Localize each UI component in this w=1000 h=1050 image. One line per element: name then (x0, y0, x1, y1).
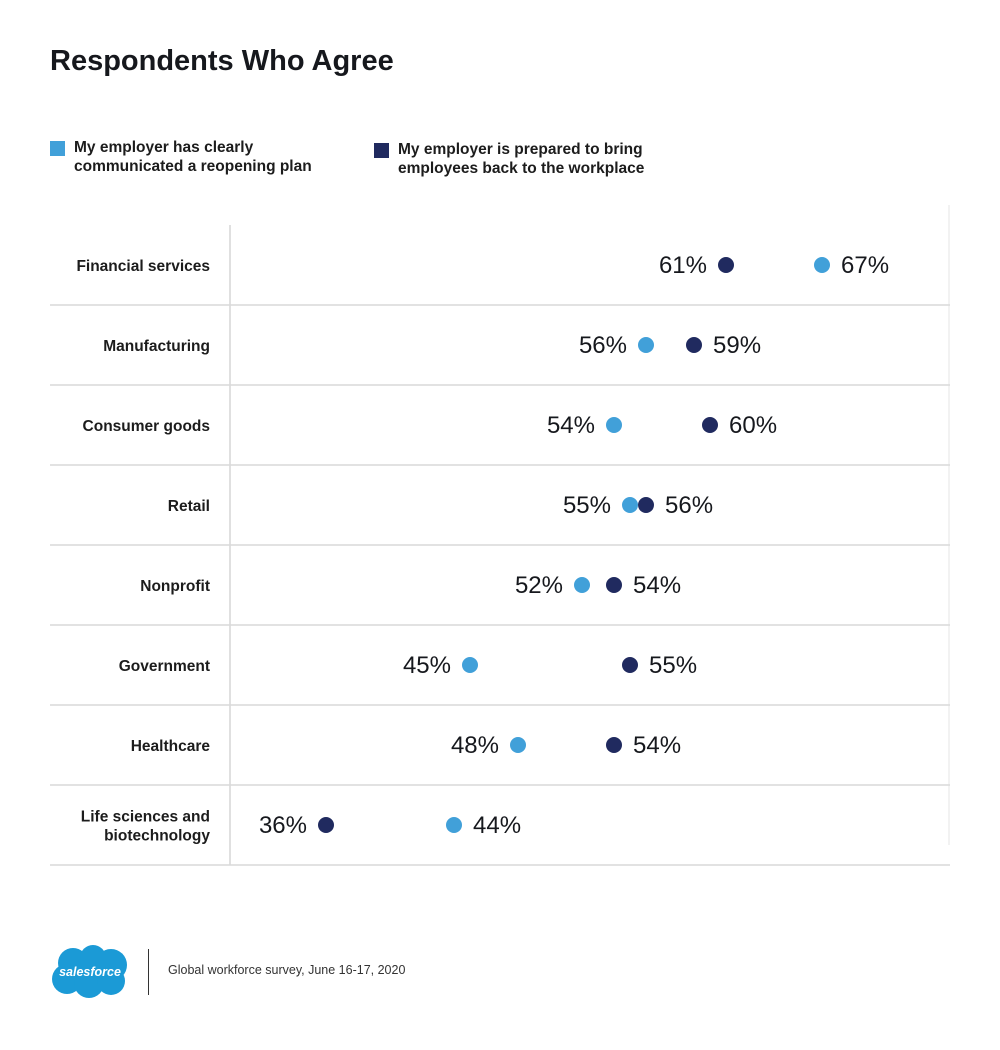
data-point (318, 817, 334, 833)
legend-item-prepared: My employer is prepared to bring employe… (374, 140, 644, 178)
data-point (718, 257, 734, 273)
data-point (606, 417, 622, 433)
data-label: 54% (633, 732, 681, 759)
data-point (606, 577, 622, 593)
data-point (686, 337, 702, 353)
data-point (638, 337, 654, 353)
data-point (446, 817, 462, 833)
legend-swatch-dark (374, 143, 389, 158)
data-point (622, 657, 638, 673)
data-label: 54% (547, 412, 595, 439)
legend-swatch-light (50, 141, 65, 156)
data-label: 61% (659, 252, 707, 279)
footer-divider (148, 949, 149, 995)
category-label: Financial services (76, 258, 210, 275)
data-point (606, 737, 622, 753)
data-label: 56% (665, 492, 713, 519)
legend-label-prepared: My employer is prepared to bring employe… (398, 140, 644, 178)
data-label: 56% (579, 332, 627, 359)
chart-title: Respondents Who Agree (50, 45, 394, 77)
data-label: 55% (649, 652, 697, 679)
logo-wordmark: salesforce (59, 965, 121, 979)
data-label: 67% (841, 252, 889, 279)
category-label: Healthcare (131, 738, 211, 755)
data-point (622, 497, 638, 513)
category-label: Nonprofit (140, 578, 210, 595)
category-label: Retail (168, 498, 210, 515)
data-point (574, 577, 590, 593)
legend-label-line: My employer is prepared to bring (398, 141, 643, 158)
source-note: Global workforce survey, June 16-17, 202… (168, 963, 406, 977)
category-label: Consumer goods (83, 418, 210, 435)
legend-item-communicated: My employer has clearly communicated a r… (50, 138, 312, 176)
data-label: 55% (563, 492, 611, 519)
category-label: Government (119, 658, 210, 675)
data-label: 59% (713, 332, 761, 359)
data-point (638, 497, 654, 513)
data-point (814, 257, 830, 273)
legend-label-line: My employer has clearly (74, 139, 254, 156)
data-point (462, 657, 478, 673)
data-label: 48% (451, 732, 499, 759)
legend-label-communicated: My employer has clearly communicated a r… (74, 138, 312, 176)
data-label: 44% (473, 812, 521, 839)
legend-label-line: communicated a reopening plan (74, 158, 312, 175)
data-point (510, 737, 526, 753)
data-label: 52% (515, 572, 563, 599)
salesforce-logo: salesforce (52, 945, 127, 998)
data-label: 36% (259, 812, 307, 839)
category-label: Manufacturing (103, 338, 210, 355)
legend-label-line: employees back to the workplace (398, 160, 645, 177)
data-label: 60% (729, 412, 777, 439)
data-point (702, 417, 718, 433)
dot-plot: Financial services 61% 67% Manufacturing 56%… (50, 205, 950, 866)
data-label: 54% (633, 572, 681, 599)
category-label: Life sciences and (81, 809, 210, 826)
data-label: 45% (403, 652, 451, 679)
category-label: biotechnology (104, 828, 210, 845)
